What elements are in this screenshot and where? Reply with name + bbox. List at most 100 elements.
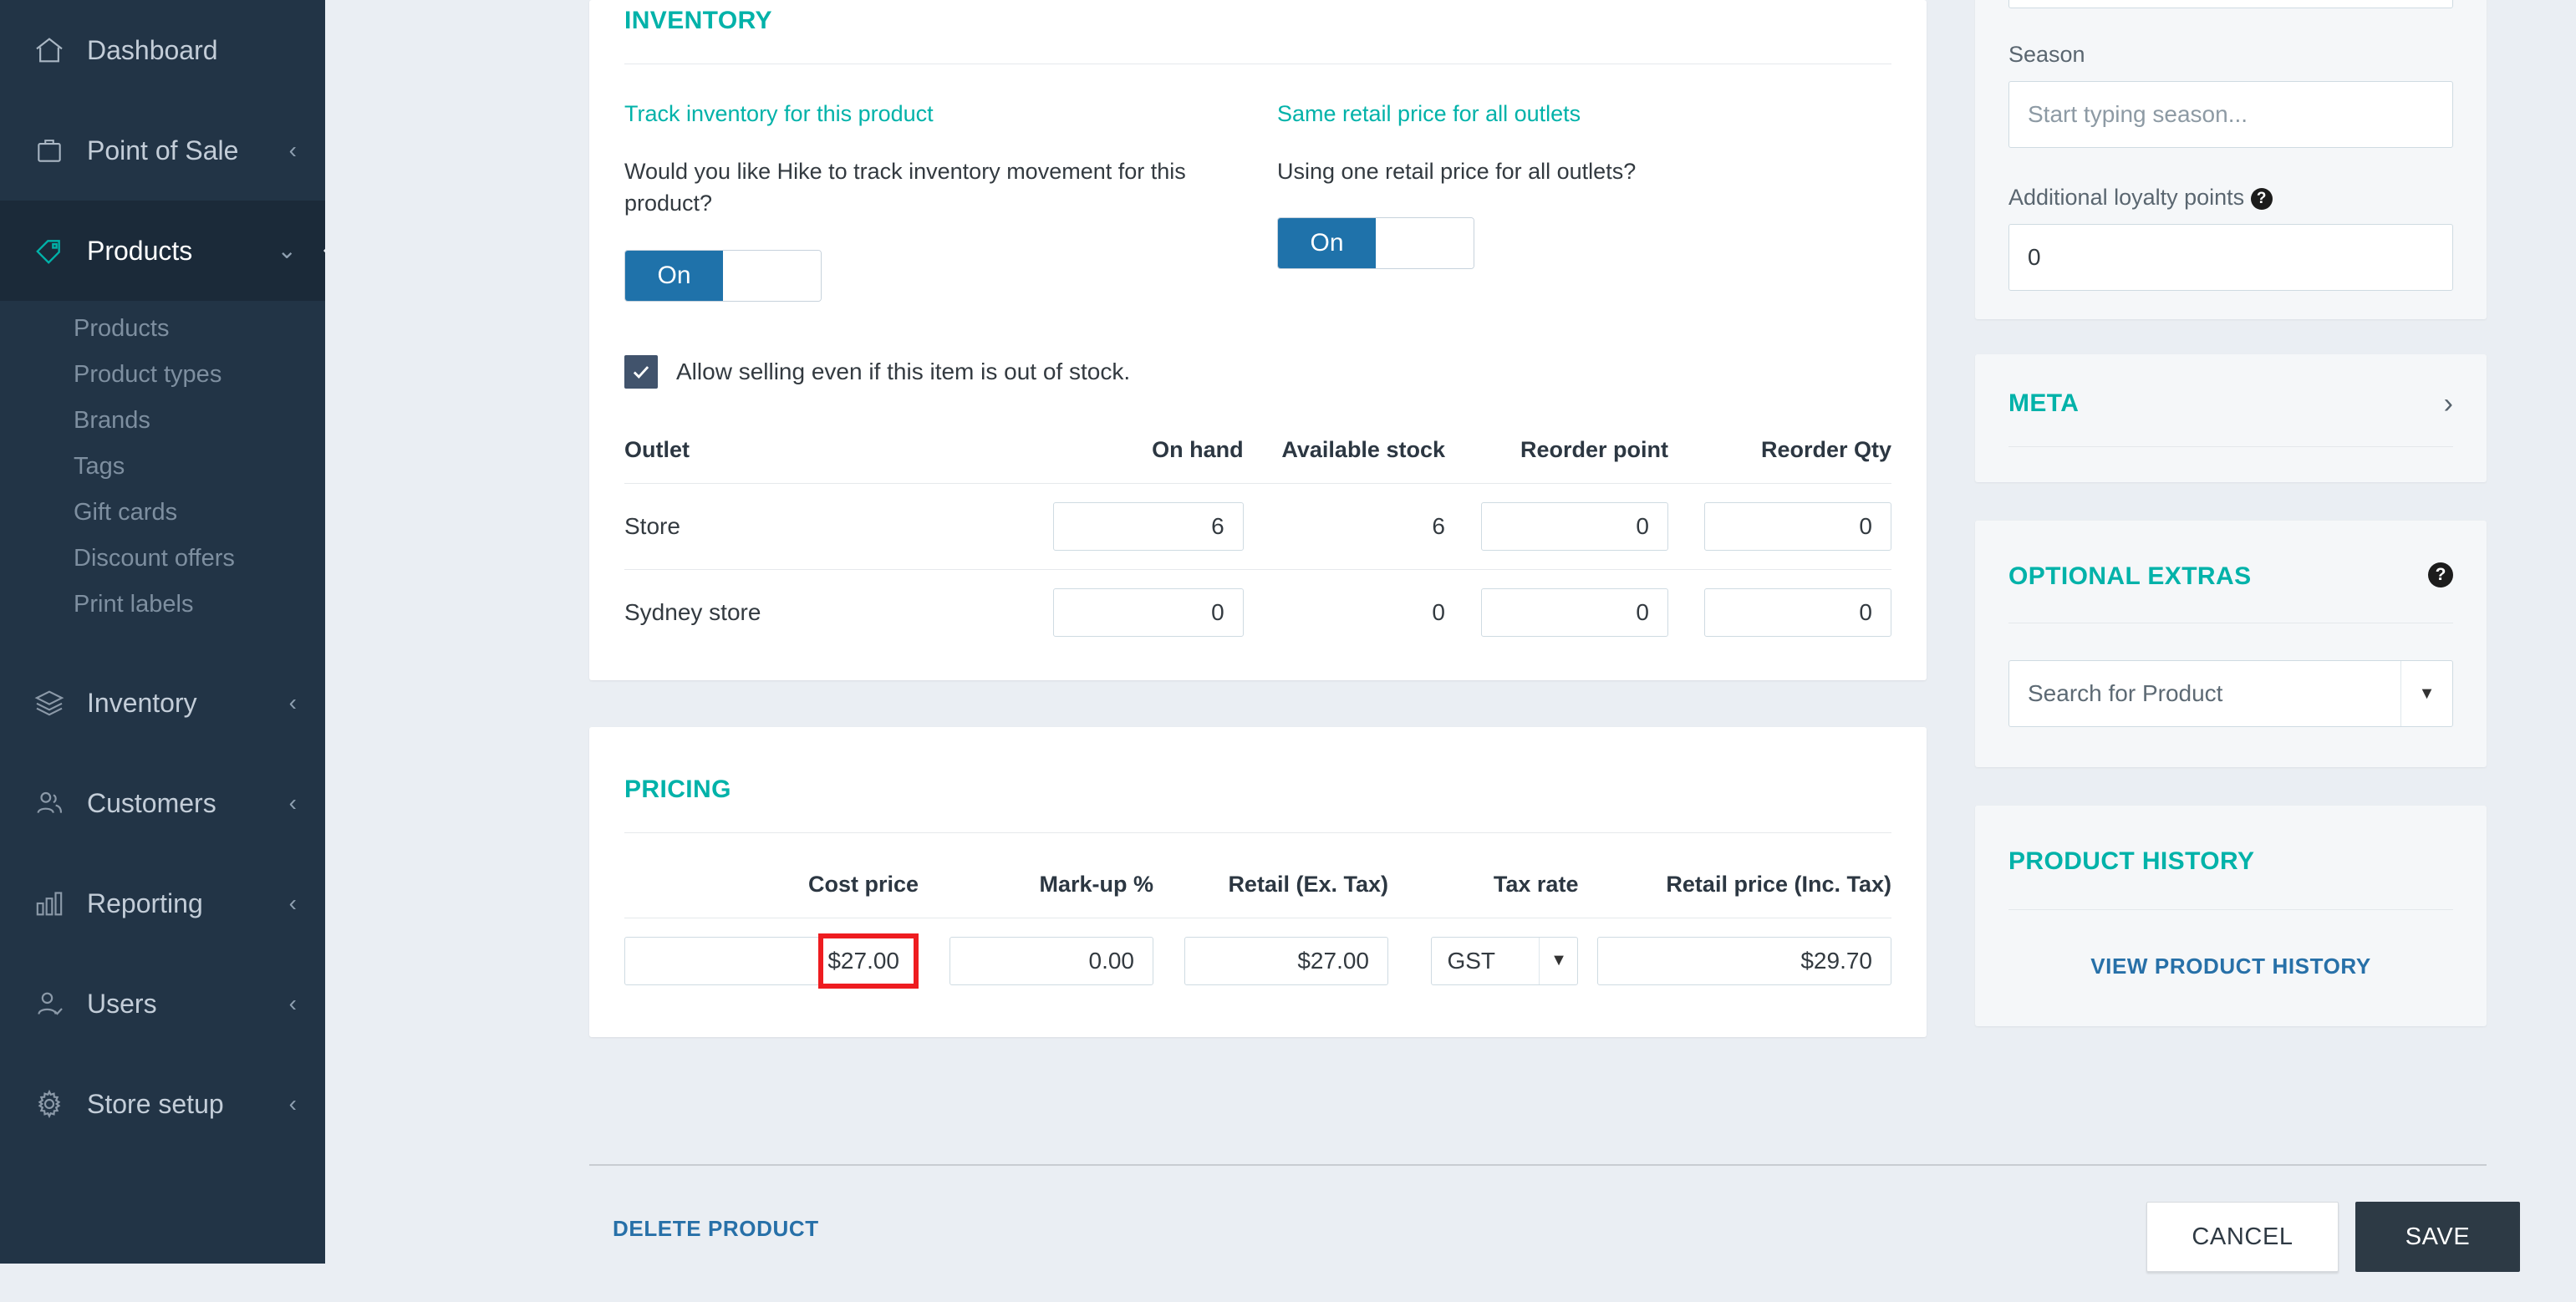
retail-ex-tax-cell: $27.00 [1153, 918, 1388, 1004]
cost-price-input[interactable]: $27.00 [624, 936, 919, 985]
season-label: Season [2008, 42, 2085, 67]
allow-selling-label: Allow selling even if this item is out o… [676, 358, 1131, 384]
pricing-title: PRICING [624, 775, 731, 803]
sidebar-item-dashboard[interactable]: Dashboard [0, 0, 325, 100]
col-available-stock: Available stock [1243, 423, 1445, 484]
reorder-point-cell: 0 [1444, 483, 1668, 570]
sidebar-item-products[interactable]: Products ⌄ [0, 201, 344, 301]
sidebar-item-users[interactable]: Users ‹ [0, 954, 325, 1054]
subnav-item-print-labels[interactable]: Print labels [74, 591, 194, 618]
layers-icon [25, 686, 74, 720]
on-hand-input[interactable]: 0 [1052, 587, 1244, 637]
chevron-right-icon[interactable]: › [2443, 388, 2453, 420]
reorder-qty-cell: 0 [1667, 483, 1891, 570]
col-markup: Mark-up % [919, 857, 1153, 918]
subnav-item-products[interactable]: Products [74, 315, 170, 342]
reorder-point-input[interactable]: 0 [1480, 587, 1668, 637]
active-pointer [323, 229, 344, 272]
sidebar: Dashboard Point of Sale ‹ Products ⌄ [0, 0, 344, 1264]
col-reorder-qty: Reorder Qty [1667, 423, 1891, 484]
allow-selling-checkbox[interactable] [624, 354, 658, 389]
reorder-qty-input[interactable]: 0 [1704, 501, 1891, 551]
subnav-item-product-types[interactable]: Product types [74, 361, 222, 388]
same-price-heading: Same retail price for all outlets [1277, 101, 1581, 126]
customers-icon [25, 786, 74, 820]
table-header-row: Outlet On hand Available stock Reorder p… [624, 423, 1891, 484]
home-icon [25, 33, 74, 67]
right-column: Season Start typing season... Additional… [1975, 0, 2487, 1026]
tax-rate-cell: GST ▼ [1388, 918, 1579, 1004]
chevron-left-icon: ‹ [288, 137, 297, 163]
meta-panel[interactable]: META › [1975, 354, 2487, 482]
sidebar-item-reporting[interactable]: Reporting ‹ [0, 853, 325, 954]
same-price-question: Using one retail price for all outlets? [1277, 159, 1637, 184]
available-stock-value: 6 [1243, 483, 1445, 570]
loyalty-points-input[interactable]: 0 [2008, 224, 2453, 291]
track-inventory-group: Track inventory for this product Would y… [624, 101, 1239, 302]
sidebar-item-point-of-sale[interactable]: Point of Sale ‹ [0, 100, 325, 201]
cutoff-input[interactable] [2008, 0, 2453, 8]
cancel-button[interactable]: CANCEL [2146, 1202, 2339, 1272]
track-inventory-question: Would you like Hike to track inventory m… [624, 159, 1186, 216]
subnav-item-gift-cards[interactable]: Gift cards [74, 499, 178, 526]
gear-icon [25, 1087, 74, 1121]
sidebar-item-inventory[interactable]: Inventory ‹ [0, 653, 325, 753]
chevron-left-icon: ‹ [288, 1091, 297, 1116]
markup-cell: 0.00 [919, 918, 1153, 1004]
col-retail-ex-tax: Retail (Ex. Tax) [1153, 857, 1388, 918]
product-search-field[interactable]: Search for Product ▼ [2008, 660, 2453, 727]
optional-extras-header: OPTIONAL EXTRAS ? [2008, 562, 2453, 591]
retail-inc-tax-input[interactable]: $29.70 [1597, 936, 1891, 985]
table-row: Sydney store 0 0 0 0 [624, 569, 1891, 655]
meta-header[interactable]: META › [2008, 389, 2453, 418]
reorder-point-input[interactable]: 0 [1480, 501, 1668, 551]
subnav-item-brands[interactable]: Brands [74, 407, 150, 434]
sidebar-item-customers[interactable]: Customers ‹ [0, 753, 325, 853]
available-stock-value: 0 [1432, 598, 1445, 625]
toggle-on-label: On [1278, 218, 1376, 269]
loyalty-points-label: Additional loyalty points ? [2008, 185, 2453, 211]
help-icon[interactable]: ? [2250, 188, 2273, 210]
sidebar-item-store-setup[interactable]: Store setup ‹ [0, 1054, 325, 1154]
bar-chart-icon [25, 887, 74, 920]
chevron-left-icon: ‹ [288, 689, 297, 715]
subnav-item-discount-offers[interactable]: Discount offers [74, 545, 235, 572]
sidebar-item-label: Inventory [87, 687, 197, 718]
on-hand-cell: 6 [1020, 483, 1244, 570]
details-panel: Season Start typing season... Additional… [1975, 0, 2487, 319]
table-header-row: Cost price Mark-up % Retail (Ex. Tax) Ta… [624, 857, 1891, 918]
markup-input[interactable]: 0.00 [949, 936, 1153, 985]
pricing-card: PRICING Cost price Mark-up % Retail (Ex.… [589, 726, 1927, 1037]
same-price-group: Same retail price for all outlets Using … [1239, 101, 1891, 302]
sidebar-item-label: Store setup [87, 1088, 224, 1119]
retail-ex-tax-input[interactable]: $27.00 [1184, 936, 1388, 985]
outlet-name: Sydney store [624, 598, 761, 625]
products-subnav: Products Product types Brands Tags Gift … [0, 301, 325, 653]
subnav-item-tags[interactable]: Tags [74, 453, 125, 480]
delete-product-link[interactable]: DELETE PRODUCT [613, 1216, 819, 1241]
tax-rate-select[interactable]: GST ▼ [1431, 936, 1579, 985]
product-search-input[interactable]: Search for Product [2028, 680, 2223, 706]
sidebar-item-label: Users [87, 988, 157, 1019]
same-price-toggle[interactable]: On [1277, 217, 1474, 270]
col-retail-inc-tax: Retail price (Inc. Tax) [1578, 857, 1891, 918]
product-history-panel: PRODUCT HISTORY VIEW PRODUCT HISTORY [1975, 806, 2487, 1026]
season-input[interactable]: Start typing season... [2008, 81, 2453, 148]
main-content: INVENTORY Track inventory for this produ… [589, 0, 1927, 1037]
reorder-qty-input[interactable]: 0 [1704, 587, 1891, 637]
table-row: $27.00 0.00 $27.00 GST ▼ $29.70 [624, 918, 1891, 1004]
track-inventory-heading: Track inventory for this product [624, 101, 934, 126]
inventory-card: INVENTORY Track inventory for this produ… [589, 0, 1927, 680]
pricing-table: Cost price Mark-up % Retail (Ex. Tax) Ta… [624, 857, 1891, 1004]
meta-title: META [2008, 389, 2080, 417]
track-inventory-toggle[interactable]: On [624, 249, 822, 302]
chevron-down-icon[interactable]: ▼ [2400, 661, 2452, 726]
view-product-history-link[interactable]: VIEW PRODUCT HISTORY [2090, 954, 2371, 979]
col-tax-rate: Tax rate [1388, 857, 1579, 918]
retail-inc-tax-cell: $29.70 [1578, 918, 1891, 1004]
save-button[interactable]: SAVE [2355, 1202, 2520, 1272]
sidebar-item-label: Point of Sale [87, 135, 239, 165]
on-hand-input[interactable]: 6 [1052, 501, 1244, 551]
help-icon[interactable]: ? [2428, 562, 2453, 587]
